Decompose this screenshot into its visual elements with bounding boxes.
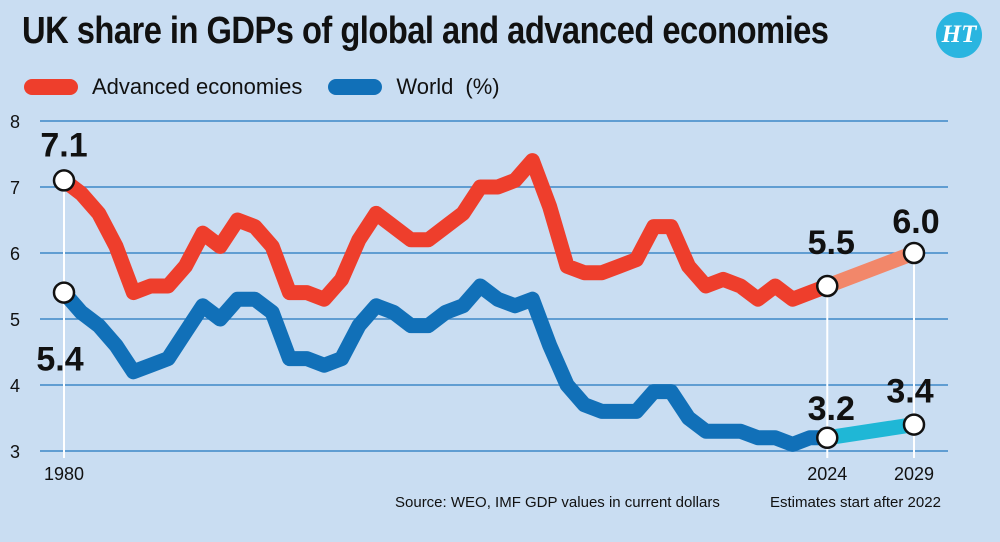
data-label-1-2024: 3.2 — [808, 390, 855, 428]
y-tick-label-7: 7 — [10, 178, 20, 198]
legend-swatch-advanced — [24, 79, 78, 95]
marker-0-2029 — [902, 241, 926, 265]
marker-0-2024 — [816, 274, 839, 298]
data-label-1-1980: 5.4 — [36, 341, 83, 379]
marker-1-1980 — [52, 281, 76, 304]
data-label-0-1980: 7.1 — [40, 126, 87, 164]
legend-item-world: World (%) — [328, 74, 500, 100]
legend-swatch-world — [328, 79, 383, 95]
legend-label-advanced: Advanced economies — [92, 74, 303, 99]
chart-title: UK share in GDPs of global and advanced … — [22, 10, 829, 52]
y-tick-label-4: 4 — [10, 376, 20, 396]
series-estimate-line-0 — [819, 245, 922, 294]
estimate-note: Estimates start after 2022 — [770, 494, 941, 511]
data-label-0-2024: 5.5 — [808, 224, 855, 262]
x-tick-label-2029: 2029 — [894, 464, 934, 484]
data-label-1-2029: 3.4 — [886, 373, 933, 411]
y-tick-label-6: 6 — [10, 244, 20, 264]
marker-1-2024 — [816, 426, 839, 450]
series-estimate-line-1 — [819, 417, 922, 446]
legend: Advanced economies World (%) — [24, 72, 526, 102]
y-tick-label-3: 3 — [10, 442, 20, 462]
legend-unit: (%) — [465, 74, 500, 99]
y-tick-label-5: 5 — [10, 310, 20, 330]
ht-logo: HT — [936, 12, 982, 58]
legend-item-advanced: Advanced economies — [24, 74, 302, 100]
x-tick-label-2024: 2024 — [807, 464, 847, 484]
y-tick-label-8: 8 — [10, 112, 20, 132]
legend-label-world: World — [396, 74, 454, 99]
marker-1-2029 — [902, 413, 926, 436]
source-note: Source: WEO, IMF GDP values in current d… — [395, 494, 720, 511]
series-line-1 — [56, 278, 835, 452]
x-tick-label-1980: 1980 — [44, 464, 84, 484]
data-label-0-2029: 6.0 — [892, 203, 939, 241]
series-line-0 — [56, 153, 835, 307]
marker-0-1980 — [52, 169, 76, 192]
